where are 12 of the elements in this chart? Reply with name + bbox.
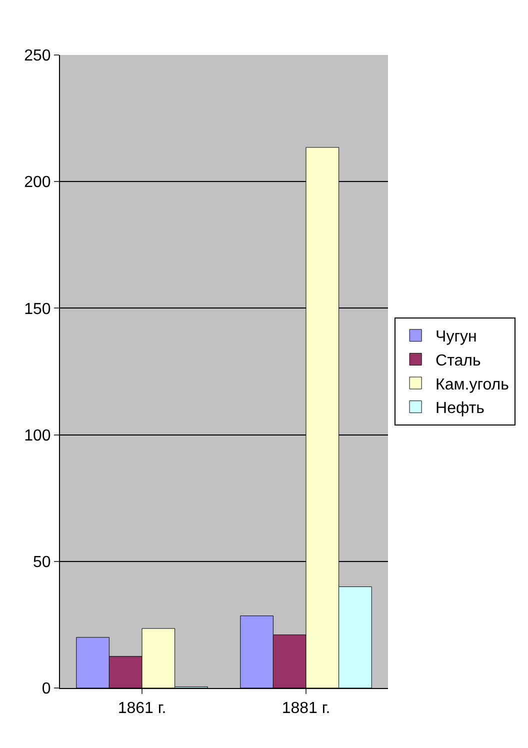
- legend-label: Чугун: [436, 328, 477, 346]
- y-tick-label: 100: [24, 427, 51, 444]
- y-tick-label: 200: [24, 174, 51, 192]
- y-tick-label: 150: [24, 300, 51, 318]
- x-tick-label: 1881 г.: [282, 700, 330, 718]
- legend-label: Сталь: [436, 352, 481, 370]
- x-tick-label: 1861 г.: [118, 700, 166, 718]
- y-tick-label: 0: [42, 680, 51, 698]
- y-tick-label: 250: [24, 48, 51, 65]
- legend-label: Нефть: [436, 400, 484, 418]
- legend-label: Кам.уголь: [436, 376, 509, 394]
- y-tick-label: 50: [33, 554, 51, 571]
